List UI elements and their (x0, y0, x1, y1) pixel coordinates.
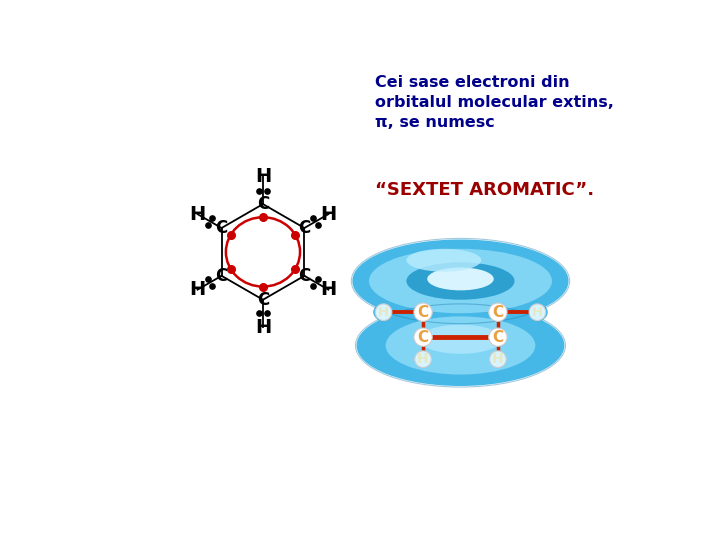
Ellipse shape (406, 249, 481, 272)
Ellipse shape (386, 316, 535, 375)
Text: H: H (189, 280, 206, 299)
Text: H: H (255, 318, 271, 337)
Text: H: H (189, 205, 206, 224)
Ellipse shape (373, 288, 548, 336)
Text: C: C (492, 305, 503, 320)
Text: C: C (215, 267, 228, 285)
Text: C: C (257, 195, 269, 213)
Circle shape (490, 351, 506, 368)
Ellipse shape (398, 296, 523, 328)
Ellipse shape (369, 249, 552, 313)
Circle shape (414, 328, 432, 346)
Circle shape (529, 304, 546, 321)
Circle shape (489, 328, 507, 346)
Text: C: C (215, 219, 228, 237)
Text: H: H (418, 352, 429, 366)
Ellipse shape (352, 239, 569, 322)
Text: H: H (492, 352, 504, 366)
Circle shape (489, 303, 507, 321)
Text: H: H (378, 306, 389, 319)
Text: H: H (532, 306, 543, 319)
Circle shape (414, 303, 432, 321)
Text: H: H (320, 205, 336, 224)
Ellipse shape (406, 262, 515, 300)
Text: C: C (298, 219, 310, 237)
Text: C: C (298, 267, 310, 285)
Text: C: C (492, 329, 503, 345)
Ellipse shape (356, 305, 564, 386)
Text: Cei sase electroni din
orbitalul molecular extins,
π, se numesc: Cei sase electroni din orbitalul molecul… (375, 75, 614, 130)
Circle shape (415, 351, 431, 368)
Text: C: C (418, 329, 428, 345)
Circle shape (375, 304, 392, 321)
Text: C: C (418, 305, 428, 320)
Text: H: H (320, 280, 336, 299)
Ellipse shape (419, 325, 502, 354)
Ellipse shape (427, 267, 494, 291)
Text: “SEXTET AROMATIC”.: “SEXTET AROMATIC”. (375, 181, 595, 199)
Text: H: H (255, 167, 271, 186)
Text: C: C (257, 291, 269, 309)
